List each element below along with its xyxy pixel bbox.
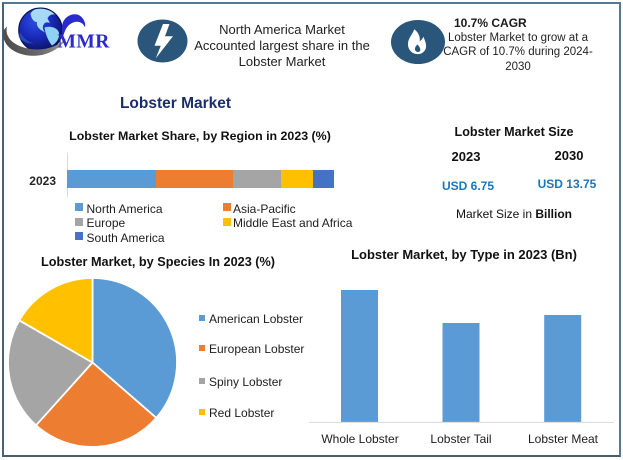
svg-text:MMR: MMR <box>58 32 111 53</box>
